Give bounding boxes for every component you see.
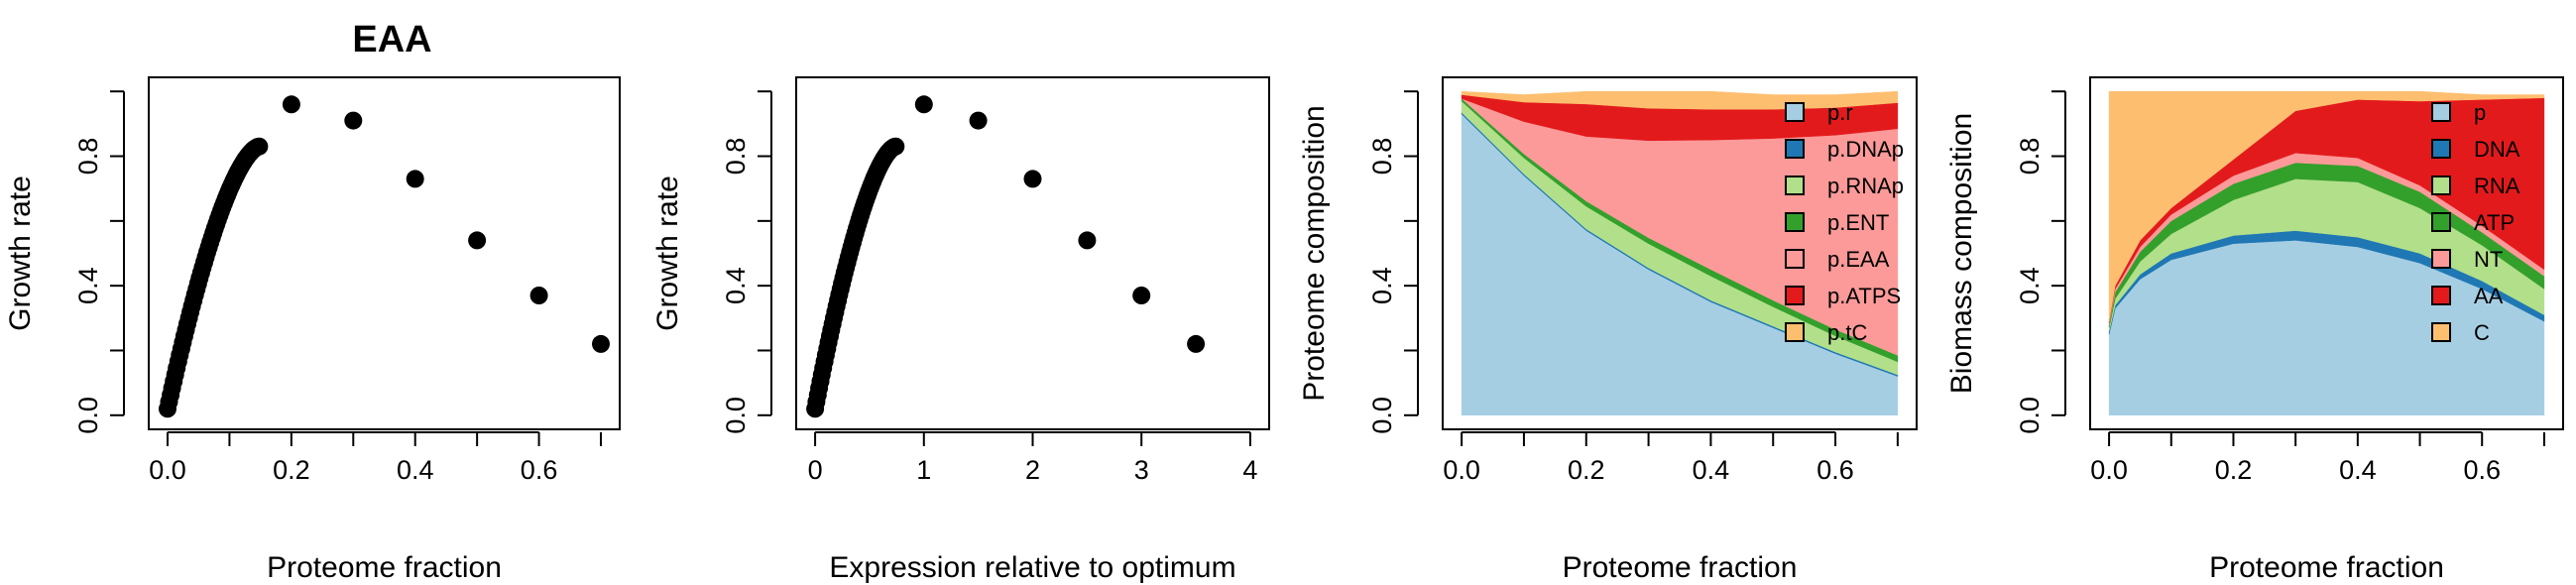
x-tick-label: 1 bbox=[916, 455, 931, 485]
x-tick-label: 0.6 bbox=[2463, 455, 2501, 485]
legend-label-p-ENT: p.ENT bbox=[1827, 210, 1889, 235]
y-tick-label: 0.8 bbox=[1367, 138, 1397, 176]
legend-label-RNA: RNA bbox=[2474, 174, 2520, 198]
data-point bbox=[1187, 334, 1206, 353]
y-axis-title: Growth rate bbox=[651, 176, 684, 331]
x-tick-label: 0.4 bbox=[397, 455, 434, 485]
data-point bbox=[969, 111, 988, 130]
legend-swatch-p-RNAp bbox=[1785, 176, 1805, 195]
y-axis-title: Growth rate bbox=[4, 176, 37, 331]
x-axis-title: Proteome fraction bbox=[2209, 551, 2444, 584]
legend-swatch-RNA bbox=[2431, 176, 2451, 195]
y-tick-label: 0.4 bbox=[1367, 267, 1397, 304]
panel-title: EAA bbox=[352, 19, 431, 60]
panel-biomass-composition: p DNA RNA ATP NT AA C 0.0 0.2 0.4 0.6 0.0 0.4 0.8 Prot… bbox=[1945, 76, 2564, 584]
x-tick-label: 2 bbox=[1025, 455, 1040, 485]
legend-label-NT: NT bbox=[2474, 247, 2503, 272]
legend-label-DNA: DNA bbox=[2474, 137, 2520, 162]
panel-growth-vs-fraction: 0.0 0.2 0.4 0.6 0.0 0.4 0.8 Proteome fraction Gr… bbox=[4, 19, 621, 584]
x-tick-label: 3 bbox=[1134, 455, 1149, 485]
x-tick-label: 0.0 bbox=[2090, 455, 2128, 485]
legend-swatch-p-r bbox=[1785, 102, 1805, 122]
y-tick-label: 0.0 bbox=[73, 397, 103, 434]
legend-swatch-p-EAA bbox=[1785, 249, 1805, 269]
legend-swatch-p-tC bbox=[1785, 322, 1805, 342]
legend-label-p-EAA: p.EAA bbox=[1827, 247, 1890, 272]
x-tick-label: 0.2 bbox=[273, 455, 310, 485]
x-tick-label: 0.0 bbox=[149, 455, 186, 485]
y-axis-title: Biomass composition bbox=[1945, 113, 1978, 394]
y-tick-label: 0.0 bbox=[2015, 397, 2045, 434]
x-axis-title: Proteome fraction bbox=[267, 551, 502, 584]
x-tick-label: 0 bbox=[808, 455, 823, 485]
data-point bbox=[344, 111, 363, 130]
legend-label-p-r: p.r bbox=[1827, 100, 1853, 125]
y-tick-label: 0.8 bbox=[721, 138, 751, 176]
curve-point bbox=[886, 137, 905, 156]
legend-swatch-NT bbox=[2431, 249, 2451, 269]
data-point bbox=[1078, 231, 1097, 250]
legend-label-p-tC: p.tC bbox=[1827, 320, 1867, 345]
curve-point bbox=[250, 137, 269, 156]
x-tick-label: 0.4 bbox=[1693, 455, 1730, 485]
data-point bbox=[914, 95, 933, 114]
x-tick-label: 0.0 bbox=[1443, 455, 1480, 485]
x-axis-title: Proteome fraction bbox=[1563, 551, 1798, 584]
legend-label-p-ATPS: p.ATPS bbox=[1827, 284, 1901, 308]
x-tick-label: 0.2 bbox=[2215, 455, 2253, 485]
legend-label-p: p bbox=[2474, 100, 2486, 125]
plot-frame bbox=[148, 76, 621, 430]
legend-swatch-DNA bbox=[2431, 139, 2451, 159]
x-tick-label: 0.6 bbox=[521, 455, 558, 485]
data-point bbox=[592, 334, 610, 353]
plot-frame bbox=[1442, 76, 1918, 430]
legend-swatch-p bbox=[2431, 102, 2451, 122]
y-tick-label: 0.4 bbox=[73, 267, 103, 304]
legend-swatch-p-ENT bbox=[1785, 212, 1805, 232]
y-tick-label: 0.0 bbox=[1367, 397, 1397, 434]
plot-frame bbox=[795, 76, 1270, 430]
legend-label-AA: AA bbox=[2474, 284, 2504, 308]
data-point bbox=[468, 231, 487, 250]
x-tick-label: 0.2 bbox=[1568, 455, 1605, 485]
area-series-C bbox=[2108, 90, 2545, 322]
legend-label-p-RNAp: p.RNAp bbox=[1827, 174, 1904, 198]
y-tick-label: 0.8 bbox=[73, 138, 103, 176]
x-tick-label: 0.4 bbox=[2339, 455, 2377, 485]
y-tick-label: 0.4 bbox=[2015, 267, 2045, 304]
data-point bbox=[1132, 287, 1151, 304]
legend-swatch-p-DNAp bbox=[1785, 139, 1805, 159]
legend-swatch-ATP bbox=[2431, 212, 2451, 232]
y-tick-label: 0.0 bbox=[721, 397, 751, 434]
legend-swatch-p-ATPS bbox=[1785, 286, 1805, 305]
data-point bbox=[282, 95, 300, 114]
legend-swatch-C bbox=[2431, 322, 2451, 342]
y-tick-label: 0.4 bbox=[721, 267, 751, 304]
x-tick-label: 0.6 bbox=[1816, 455, 1854, 485]
legend-label-p-DNAp: p.DNAp bbox=[1827, 137, 1904, 162]
legend-swatch-AA bbox=[2431, 286, 2451, 305]
y-tick-label: 0.8 bbox=[2015, 138, 2045, 176]
data-point bbox=[1023, 170, 1042, 188]
panel-proteome-composition: p.r p.DNAp p.RNAp p.ENT p.EAA p.ATPS p.tC 0.0 0.… bbox=[1298, 76, 1918, 584]
legend-label-ATP: ATP bbox=[2474, 210, 2515, 235]
panel-growth-vs-expression: 0 1 2 3 4 0.0 0.4 0.8 Expression relative to opt… bbox=[651, 76, 1270, 584]
data-point bbox=[529, 287, 548, 304]
legend-label-C: C bbox=[2474, 320, 2490, 345]
plot-frame bbox=[2089, 76, 2564, 430]
y-axis-title: Proteome composition bbox=[1298, 105, 1331, 401]
x-tick-label: 4 bbox=[1242, 455, 1257, 485]
data-point bbox=[406, 170, 424, 188]
x-axis-title: Expression relative to optimum bbox=[829, 551, 1235, 584]
